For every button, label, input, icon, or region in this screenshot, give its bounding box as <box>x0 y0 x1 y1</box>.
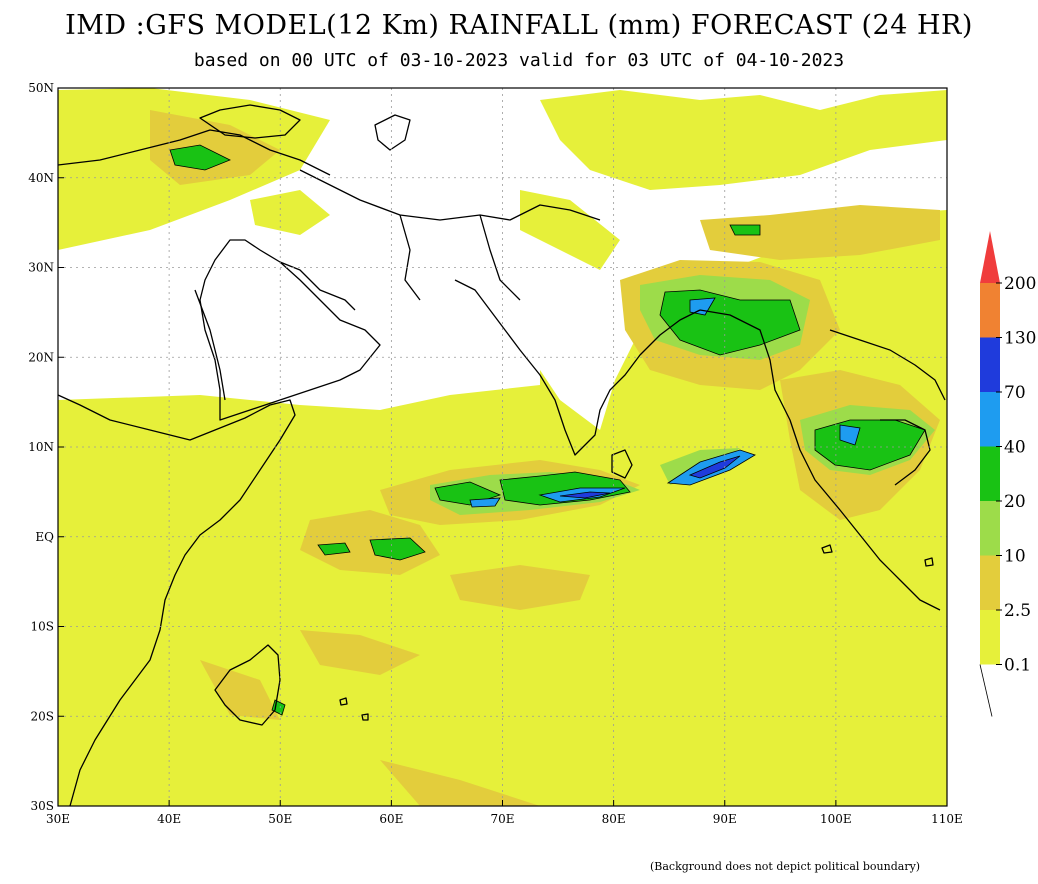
legend-swatch <box>980 337 1000 392</box>
legend-swatch <box>980 283 1000 338</box>
legend-label: 10 <box>1004 547 1026 567</box>
lon-tick-label: 50E <box>268 812 292 826</box>
map-title: IMD :GFS MODEL(12 Km) RAINFALL (mm) FORE… <box>65 10 973 41</box>
map-subtitle: based on 00 UTC of 03-10-2023 valid for … <box>193 50 845 71</box>
lat-tick-label: 10N <box>28 440 54 454</box>
legend-label: 130 <box>1004 329 1036 349</box>
legend-bottom-arrow <box>979 664 993 717</box>
lat-tick-label: 30N <box>28 261 54 275</box>
lat-tick-label: 30S <box>31 799 55 813</box>
lon-tick-label: 90E <box>713 812 737 826</box>
lon-tick-label: 110E <box>931 812 963 826</box>
map-grid <box>58 88 947 806</box>
lat-tick-label: 40N <box>28 171 54 185</box>
lat-tick-label: 10S <box>31 620 55 634</box>
lat-tick-label: 50N <box>28 81 54 95</box>
legend-label: 40 <box>1004 438 1026 458</box>
lon-tick-label: 70E <box>490 812 514 826</box>
lon-tick-label: 40E <box>157 812 181 826</box>
legend-label: 2.5 <box>1004 601 1031 621</box>
legend-swatch <box>980 501 1000 556</box>
legend-swatch <box>980 555 1000 610</box>
legend-label: 0.1 <box>1004 656 1031 676</box>
legend-label: 70 <box>1004 383 1026 403</box>
legend-swatch <box>980 231 1000 283</box>
lat-tick-label: 20S <box>31 709 55 723</box>
latitude-axis: 50N 40N 30N 20N 10N EQ 10S 20S 30S <box>28 81 64 813</box>
lat-tick-label: 20N <box>28 350 54 364</box>
longitude-axis: 30E 40E 50E 60E 70E 80E 90E 100E 110E <box>46 800 963 826</box>
legend-label: 200 <box>1004 274 1036 294</box>
lon-tick-label: 60E <box>379 812 403 826</box>
legend-swatch <box>980 446 1000 501</box>
lat-tick-label: EQ <box>35 530 54 544</box>
coastlines <box>58 104 946 806</box>
map-footnote: (Background does not depict political bo… <box>650 860 921 873</box>
legend-swatch <box>980 610 1000 665</box>
lon-tick-label: 100E <box>820 812 852 826</box>
rainfall-legend: 200 130 70 40 20 10 2.5 0.1 <box>979 231 1036 717</box>
legend-label: 20 <box>1004 492 1026 512</box>
lon-tick-label: 80E <box>602 812 626 826</box>
legend-swatch <box>980 392 1000 447</box>
rainfall-extreme-field <box>469 297 861 508</box>
lon-tick-label: 30E <box>46 812 70 826</box>
